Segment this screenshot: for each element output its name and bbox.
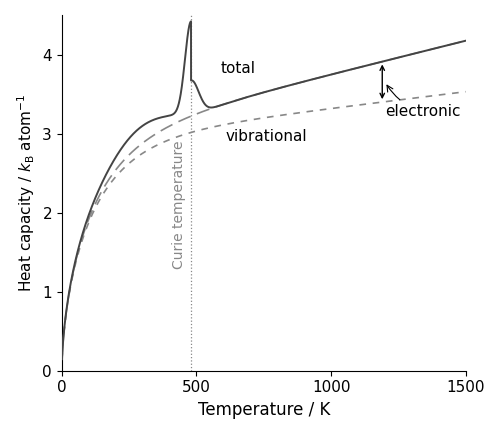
Text: total: total [220,61,256,76]
X-axis label: Temperature / K: Temperature / K [198,401,330,419]
Text: vibrational: vibrational [226,129,308,144]
Text: electronic: electronic [385,85,460,119]
Y-axis label: Heat capacity / $k_{\mathrm{B}}$ atom$^{-1}$: Heat capacity / $k_{\mathrm{B}}$ atom$^{… [15,94,36,292]
Text: Curie temperature: Curie temperature [172,141,185,269]
